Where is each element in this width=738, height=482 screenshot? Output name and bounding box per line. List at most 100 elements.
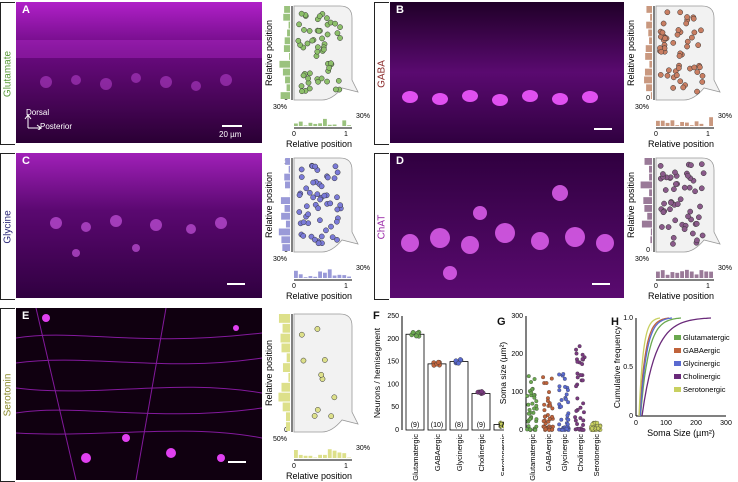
cell-point (684, 172, 691, 179)
cell-point (683, 20, 690, 27)
cell-point (666, 67, 672, 74)
panel-f-letter: F (373, 310, 380, 322)
hist-bottom-scale: 30% (718, 113, 732, 120)
n-label: (7) (499, 422, 504, 429)
hist-bottom-bar (347, 276, 351, 278)
xtick: 200 (690, 420, 702, 427)
soma-point (534, 399, 539, 404)
hist-bottom-bar (709, 271, 713, 278)
hist-left-bar (287, 29, 290, 37)
xtick-0: 0 (654, 283, 658, 290)
soma-point (581, 401, 586, 406)
xtick-0: 0 (292, 283, 296, 290)
soma-point (578, 416, 583, 421)
ytick: 200 (387, 336, 399, 343)
hist-bottom-bar (303, 455, 308, 458)
scale-bar-e (228, 461, 246, 463)
hist-bottom-bar (675, 272, 680, 278)
cell-point (311, 413, 318, 419)
scale-bar-a (222, 125, 242, 127)
legend-swatch (674, 387, 681, 392)
legend-label: GABAergic (683, 346, 720, 355)
cell-point (699, 79, 706, 85)
soma-point (575, 371, 580, 376)
cell-point (657, 72, 664, 78)
cell-point (698, 161, 705, 167)
cell-point (676, 65, 682, 71)
soma-point (596, 426, 601, 431)
hist-bottom-bar (685, 269, 689, 278)
soma-point (576, 426, 581, 431)
cdf-line (641, 317, 712, 417)
panel-d-letter: D (396, 155, 404, 167)
hist-left-bar (645, 45, 652, 52)
ytick: 50 (391, 404, 399, 411)
soma-point (559, 398, 564, 402)
hist-left-bar (650, 13, 652, 21)
cell-point (694, 88, 700, 95)
xlabel-relative-position: Relative position (286, 471, 352, 481)
hist-bottom-bar (660, 120, 665, 126)
cell-point (318, 371, 325, 378)
hist-bottom-bar (308, 276, 313, 278)
ylabel-relative-position: Relative position (626, 20, 636, 86)
cell-point (334, 169, 341, 176)
hist-left-bar (644, 158, 652, 165)
hist-left-bar (280, 92, 290, 99)
hist-left-bar (284, 37, 290, 45)
hist-left-bar (650, 236, 652, 244)
panel-d-micrograph (390, 153, 624, 298)
n-label: (9) (477, 422, 486, 429)
soma-point (542, 408, 547, 413)
hist-left-bar (646, 6, 652, 13)
cell-point (670, 241, 676, 247)
cell-point (334, 236, 340, 243)
hist-bottom-bar (337, 274, 342, 278)
soma-point (528, 427, 533, 432)
soma-point (530, 401, 535, 406)
cell-point (306, 189, 313, 196)
legend-label: Serotonergic (683, 385, 726, 394)
ytick-0: 0 (646, 247, 650, 254)
hist-left-bar (280, 197, 290, 204)
category-label: Glycinergic (560, 434, 569, 471)
hist-left-scale: 30% (635, 104, 649, 111)
cell-point (695, 42, 702, 48)
hist-left-scale: 50% (273, 436, 287, 443)
category-label: Cholinergic (477, 434, 486, 472)
bar-glycinergic (449, 361, 469, 431)
soma-point (575, 422, 580, 426)
ytick: 250 (387, 313, 399, 320)
hist-bottom-scale: 30% (356, 265, 370, 272)
hist-bottom-bar (670, 120, 675, 126)
hist-left-bar (289, 53, 290, 60)
soma-point (573, 418, 578, 423)
cell-point (681, 226, 688, 233)
cell-point (329, 234, 336, 241)
cell-point (298, 10, 305, 17)
cell-point (327, 200, 334, 207)
hist-left-bar (645, 53, 652, 60)
soma-point (580, 362, 585, 366)
cell-point (296, 21, 302, 28)
legend-swatch (674, 335, 681, 340)
cell-point (304, 40, 311, 47)
hist-bottom-bar (318, 454, 322, 458)
hist-left-bar (648, 29, 652, 37)
cell-point (300, 72, 307, 79)
cell-point (691, 64, 698, 71)
legend-swatch (674, 348, 681, 353)
cell-point (331, 175, 338, 182)
soma-point (564, 392, 569, 397)
micrograph-d-texture (390, 153, 624, 298)
cell-point (694, 69, 701, 75)
legend-label: Cholinergic (683, 372, 721, 381)
cell-point (699, 232, 706, 239)
category-label: Serotonergic (592, 434, 601, 477)
cell-point (698, 27, 704, 34)
hist-left-bar (282, 244, 290, 251)
micrograph-e-texture (16, 308, 262, 480)
panel-c-letter: C (22, 155, 30, 167)
cell-point (681, 184, 688, 191)
cdf-line (638, 317, 661, 417)
